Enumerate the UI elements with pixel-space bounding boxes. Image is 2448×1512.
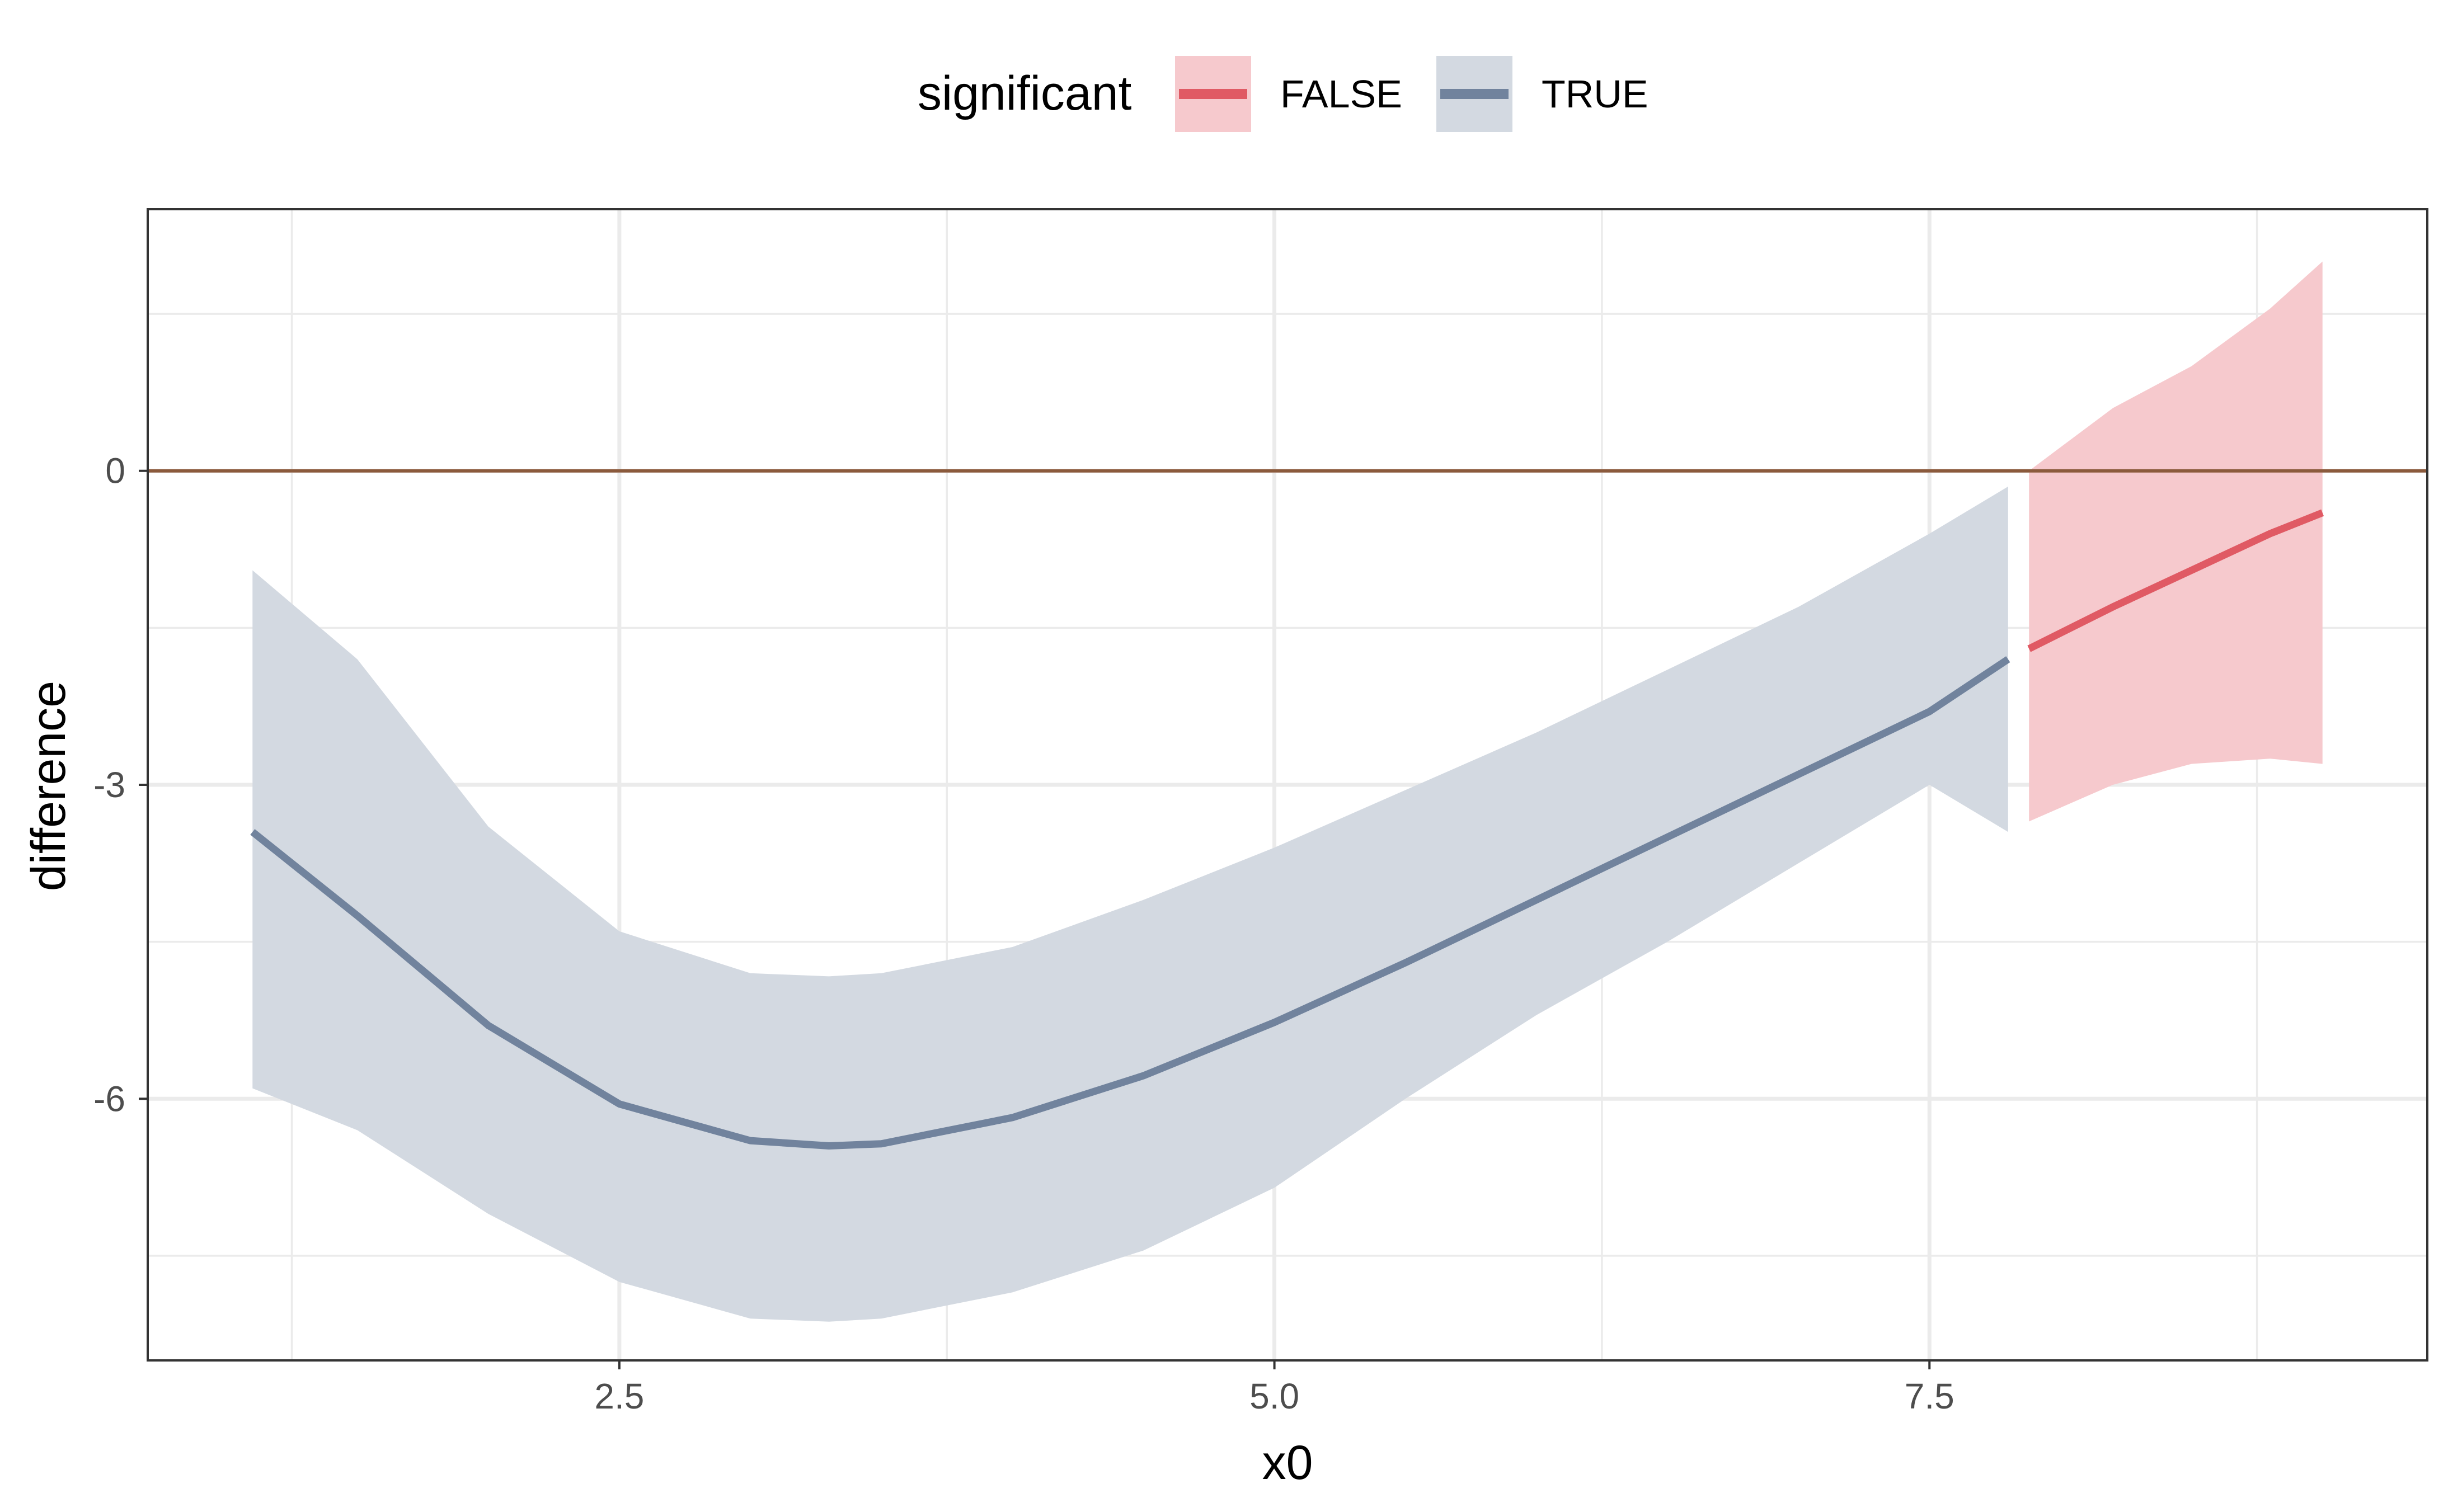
y-axis-title: difference <box>22 681 76 891</box>
x-axis: 2.5 5.0 7.5 <box>594 1360 1954 1416</box>
ribbon-true <box>252 486 2008 1322</box>
y-tick-label: -3 <box>93 765 125 805</box>
legend-label-true: TRUE <box>1542 72 1648 116</box>
y-axis: 0 -3 -6 <box>93 451 148 1119</box>
x-tick-label: 7.5 <box>1905 1376 1954 1416</box>
confidence-ribbons <box>252 261 2323 1322</box>
series-line-true <box>250 656 2010 1150</box>
legend-label-false: FALSE <box>1280 72 1402 116</box>
ribbon-false <box>2029 261 2323 822</box>
series-lines <box>250 509 2324 1150</box>
y-tick-label: 0 <box>105 451 125 491</box>
x-tick-label: 2.5 <box>594 1376 644 1416</box>
y-tick-label: -6 <box>93 1078 125 1119</box>
series-line-false <box>2027 509 2324 652</box>
x-axis-title: x0 <box>1262 1436 1313 1490</box>
legend-title: significant <box>918 67 1132 120</box>
legend: significant FALSE TRUE <box>918 56 1648 132</box>
x-tick-label: 5.0 <box>1249 1376 1299 1416</box>
